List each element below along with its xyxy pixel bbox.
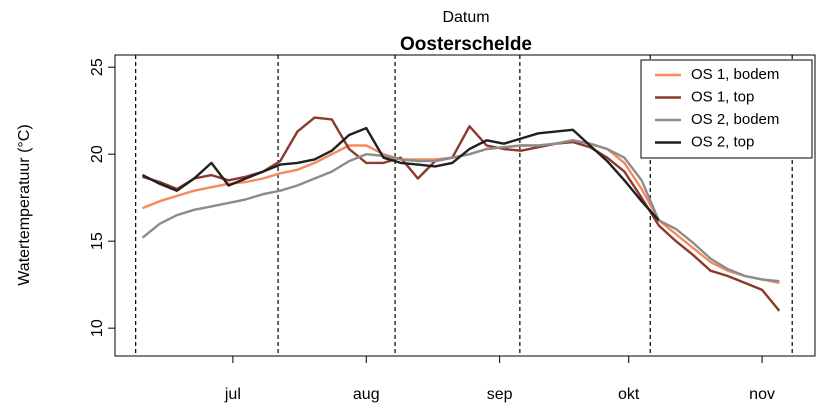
y-axis-label: Watertemperatuur (°C) xyxy=(16,124,33,285)
x-tick-label: jul xyxy=(224,386,241,403)
legend-label: OS 1, bodem xyxy=(691,66,779,83)
series-line xyxy=(142,116,781,312)
chart-title: Oosterschelde xyxy=(400,34,532,55)
x-tick-label: okt xyxy=(618,386,640,403)
legend-label: OS 2, bodem xyxy=(691,111,779,128)
x-tick-label: aug xyxy=(353,386,380,403)
series-line xyxy=(142,139,780,285)
y-tick-label: 10 xyxy=(89,319,106,337)
y-tick-label: 20 xyxy=(89,145,106,163)
legend-label: OS 1, top xyxy=(691,88,754,105)
series-line xyxy=(141,126,660,222)
y-tick-label: 25 xyxy=(89,58,106,76)
x-tick-label: nov xyxy=(749,386,775,403)
legend-label: OS 2, top xyxy=(691,133,754,150)
x-tick-label: sep xyxy=(487,386,513,403)
plot-frame xyxy=(114,54,816,357)
series-line xyxy=(141,139,780,283)
y-tick-label: 15 xyxy=(89,232,106,250)
x-axis-label: Datum xyxy=(442,9,489,26)
